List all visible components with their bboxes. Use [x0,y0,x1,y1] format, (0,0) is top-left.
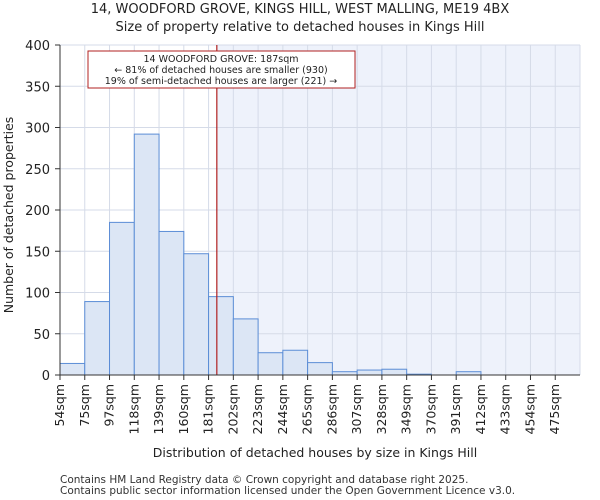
chart-subtitle: Size of property relative to detached ho… [115,20,485,35]
x-tick-label: 181sqm [201,384,216,434]
x-tick-label: 54sqm [52,384,67,427]
x-tick-label: 286sqm [324,384,339,434]
footer-line-1: Contains HM Land Registry data © Crown c… [60,474,469,486]
bar [381,368,408,376]
x-tick-label: 433sqm [498,384,513,434]
bar [59,362,86,376]
bar [133,133,160,376]
bar [109,221,135,376]
bar [183,253,210,376]
x-tick-label: 370sqm [423,384,438,434]
y-tick-label: 300 [25,122,50,137]
x-tick-label: 349sqm [399,384,414,434]
bar [356,369,383,376]
x-tick-label: 475sqm [547,384,562,434]
x-tick-label: 160sqm [176,384,191,434]
x-tick-label: 307sqm [349,384,364,434]
y-tick-label: 250 [25,163,50,178]
x-tick-label: 202sqm [225,384,240,434]
y-tick-label: 50 [33,328,50,343]
x-tick-label: 223sqm [250,384,265,434]
x-tick-label: 139sqm [151,384,166,434]
y-tick-label: 200 [25,204,50,219]
bar [208,296,234,376]
x-axis-title: Distribution of detached houses by size … [153,445,477,460]
y-tick-label: 150 [25,245,50,260]
x-tick-label: 454sqm [522,384,537,434]
chart-title: 14, WOODFORD GROVE, KINGS HILL, WEST MAL… [90,2,510,17]
x-tick-label: 244sqm [275,384,290,434]
y-tick-label: 400 [25,39,50,54]
y-tick-label: 100 [25,287,50,302]
x-tick-label: 118sqm [126,384,141,434]
bar [84,301,111,376]
annotation-box [87,50,356,89]
y-tick-label: 0 [42,369,50,384]
x-tick-label: 328sqm [374,384,389,434]
bar [257,352,284,376]
bar [307,362,333,376]
annotation-line: 19% of semi-detached houses are larger (… [105,76,338,87]
y-tick-label: 350 [25,80,50,95]
annotation-line: 14 WOODFORD GROVE: 187sqm [143,54,298,65]
bar [158,230,185,376]
footer-line-2: Contains public sector information licen… [60,485,516,497]
annotation-line: ← 81% of detached houses are smaller (93… [114,65,327,76]
x-tick-label: 391sqm [448,384,463,434]
bar [282,349,309,376]
x-tick-label: 412sqm [473,384,488,434]
x-tick-label: 75sqm [77,384,92,427]
bar [232,318,259,376]
x-tick-label: 265sqm [300,384,315,434]
y-axis-title: Number of detached properties [1,117,16,314]
x-tick-label: 97sqm [102,384,117,427]
